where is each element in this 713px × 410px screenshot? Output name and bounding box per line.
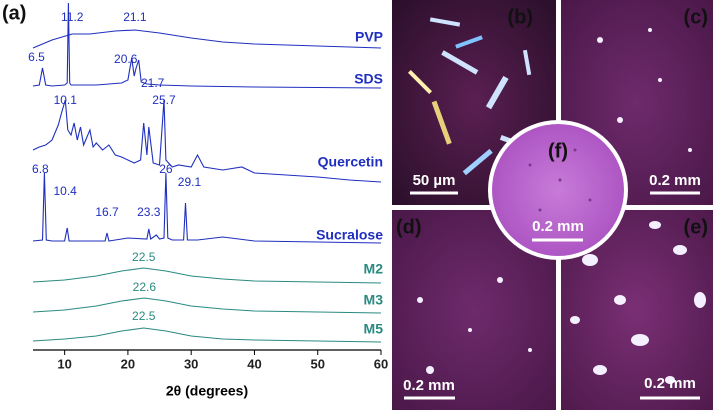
xrd-chart: (a) 2θ (degrees) 10 20 30 40 50 60 PVP 11.2 21.1… [2, 2, 388, 398]
particles [417, 28, 706, 384]
scale-bar-label: 50 µm [413, 172, 456, 189]
trace-name: SDS [354, 71, 383, 87]
panel-label: (a) [2, 2, 26, 24]
trace-name: M2 [364, 261, 384, 277]
peak-label: 22.5 [132, 309, 156, 323]
trace-name: M3 [364, 292, 384, 308]
peak-label: 16.7 [95, 205, 119, 219]
peak-label: 29.1 [178, 175, 202, 189]
x-tick-label: 20 [121, 356, 135, 371]
xrd-trace [32, 327, 382, 343]
x-tick-label: 50 [310, 356, 324, 371]
peak-label: 26 [159, 162, 173, 176]
peak-label: 10.1 [54, 93, 78, 107]
micrograph-f [492, 124, 624, 256]
xrd-trace [32, 29, 382, 49]
peak-label: 11.2 [61, 10, 84, 24]
x-tick-label: 60 [374, 356, 388, 371]
scale-bar-label: 0.2 mm [644, 375, 696, 392]
peak-label: 21.1 [123, 10, 147, 24]
trace-name: PVP [355, 29, 383, 45]
scale-bar-label: 0.2 mm [649, 172, 701, 189]
xrd-trace [32, 297, 382, 314]
panel-label: (c) [684, 6, 708, 28]
crystals-b [407, 17, 532, 176]
x-tick-label: 40 [247, 356, 261, 371]
scale-bar-label: 0.2 mm [532, 218, 584, 235]
trace-name: Sucralose [316, 227, 383, 243]
scale-bar-label: 0.2 mm [403, 377, 455, 394]
panel-label: (b) [507, 6, 533, 28]
x-axis-label: 2θ (degrees) [166, 383, 248, 399]
xrd-trace [32, 2, 382, 89]
peak-label: 6.5 [28, 50, 45, 64]
panel-label: (f) [548, 140, 568, 162]
peak-label: 22.6 [133, 280, 157, 294]
peak-label: 6.8 [32, 162, 49, 176]
peak-label: 10.4 [53, 184, 77, 198]
panel-label: (e) [684, 216, 708, 238]
peak-label: 25.7 [152, 93, 176, 107]
panel-label: (d) [396, 216, 422, 238]
xrd-trace [32, 99, 382, 183]
x-tick-label: 10 [57, 356, 71, 371]
scale-bars [404, 191, 700, 400]
xrd-trace [32, 267, 382, 284]
inset-dots [528, 148, 592, 212]
peak-label: 23.3 [137, 205, 161, 219]
trace-name: Quercetin [318, 154, 383, 170]
trace-name: M5 [364, 321, 384, 337]
peak-label: 22.5 [132, 250, 156, 264]
peak-label: 20.6 [114, 52, 138, 66]
peak-label: 21.7 [141, 76, 165, 90]
xrd-trace [32, 172, 382, 244]
x-tick-label: 30 [184, 356, 198, 371]
micrographs: (b) 50 µm (c) 0.2 mm (d) 0.2 mm (e) 0.2 mm (f) 0.… [392, 0, 713, 410]
